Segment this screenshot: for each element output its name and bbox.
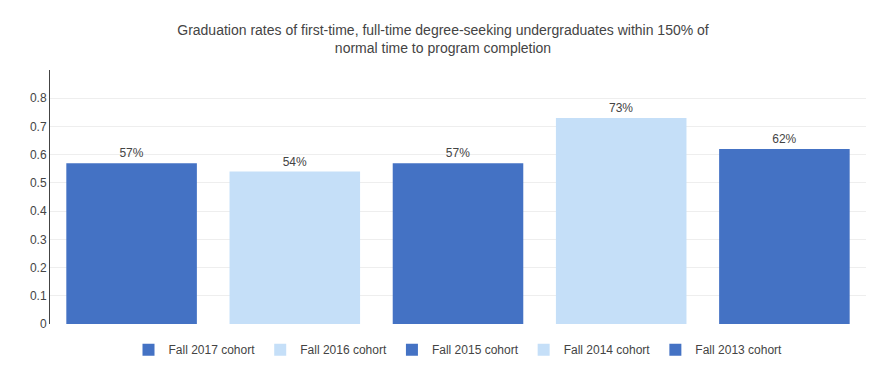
svg-text:0: 0: [40, 317, 47, 331]
svg-text:73%: 73%: [609, 101, 633, 115]
svg-text:0.5: 0.5: [30, 176, 47, 190]
svg-text:54%: 54%: [283, 155, 307, 169]
svg-text:0.6: 0.6: [30, 148, 47, 162]
svg-text:0.8: 0.8: [30, 91, 47, 105]
svg-text:0.3: 0.3: [30, 233, 47, 247]
svg-text:57%: 57%: [119, 146, 143, 160]
svg-text:0.1: 0.1: [30, 289, 47, 303]
svg-text:0.7: 0.7: [30, 120, 47, 134]
svg-text:Fall 2013 cohort: Fall 2013 cohort: [695, 343, 782, 357]
svg-text:Fall 2014 cohort: Fall 2014 cohort: [564, 343, 651, 357]
svg-text:Fall 2016 cohort: Fall 2016 cohort: [300, 343, 387, 357]
svg-text:Graduation rates of first-time: Graduation rates of first-time, full-tim…: [177, 22, 709, 56]
svg-text:0.4: 0.4: [30, 204, 47, 218]
svg-text:62%: 62%: [772, 132, 796, 146]
svg-text:57%: 57%: [446, 146, 470, 160]
svg-text:0.2: 0.2: [30, 261, 47, 275]
svg-text:Fall 2017 cohort: Fall 2017 cohort: [169, 343, 256, 357]
svg-text:Fall 2015 cohort: Fall 2015 cohort: [432, 343, 519, 357]
